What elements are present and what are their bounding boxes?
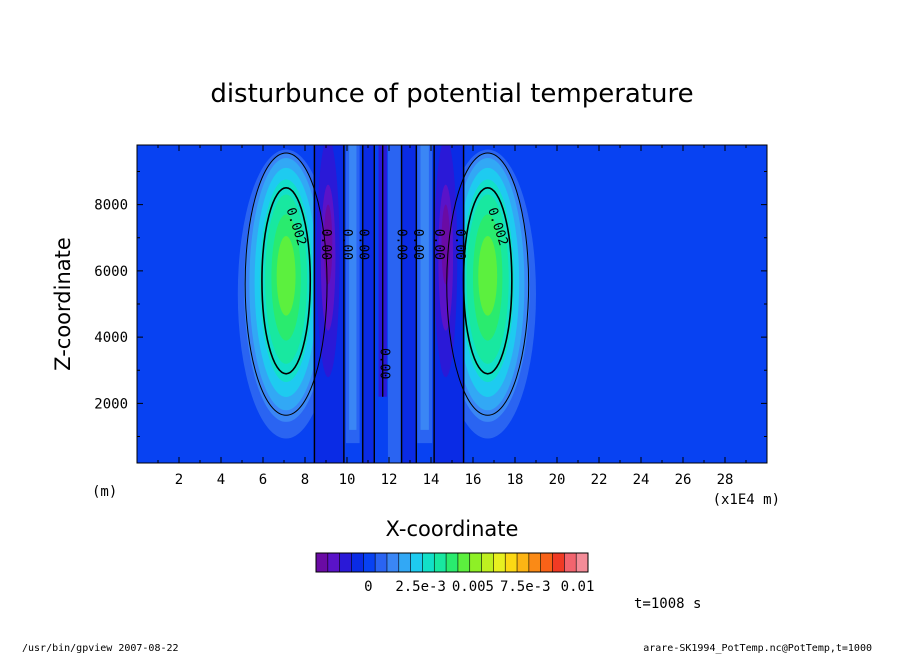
x-tick-label: 20 <box>549 472 566 488</box>
y-tick-label: 8000 <box>94 198 128 214</box>
colorbar-tick-label: 0.005 <box>452 579 494 595</box>
heat-cell <box>349 145 357 430</box>
heat-cell <box>478 236 498 316</box>
contour-label: 0.00 <box>452 229 467 260</box>
x-tick-label: 22 <box>591 472 608 488</box>
contour-label: 0.00 <box>410 229 425 260</box>
footer-left: /usr/bin/gpview 2007-08-22 <box>22 643 179 654</box>
x-tick-label: 24 <box>633 472 650 488</box>
colorbar-cell <box>398 553 411 572</box>
colorbar-cell <box>528 553 541 572</box>
colorbar-cell <box>386 553 400 572</box>
colorbar-cell <box>363 553 376 572</box>
contour-label: 0.00 <box>339 229 354 260</box>
x-tick-label: 8 <box>301 472 309 488</box>
x-tick-label: 26 <box>675 472 692 488</box>
contour-label: 0.00 <box>377 348 392 379</box>
y-tick-label: 2000 <box>94 396 128 412</box>
x-tick-label: 2 <box>175 472 183 488</box>
colorbar-tick-label: 0.01 <box>561 579 595 595</box>
x-tick-label: 18 <box>507 472 524 488</box>
heat-cell <box>361 145 375 463</box>
colorbar-cell <box>564 553 577 572</box>
x-unit-left: (m) <box>92 484 117 500</box>
heat-cell <box>323 204 333 285</box>
colorbar-cell <box>457 553 471 572</box>
contour-line <box>244 152 328 416</box>
contour-label: 0.00 <box>318 229 333 260</box>
colorbar-cell <box>410 553 423 572</box>
colorbar-cell <box>351 553 364 572</box>
colorbar-cell <box>493 553 506 572</box>
contour-label: 0.00 <box>356 229 371 260</box>
colorbar-cell <box>469 553 482 572</box>
colorbar-cell <box>576 553 589 572</box>
time-label: t=1008 s <box>634 596 701 612</box>
colorbar-cell <box>540 553 553 572</box>
colorbar: 0 2.5e-3 0.005 7.5e-3 0.01 <box>315 552 595 595</box>
y-tick-label: 6000 <box>94 264 128 280</box>
y-tick-label: 4000 <box>94 330 128 346</box>
contour-label: 0.00 <box>393 229 408 260</box>
colorbar-cell <box>327 553 340 572</box>
x-tick-label: 4 <box>217 472 225 488</box>
heat-cell <box>420 145 429 430</box>
heat-cell <box>387 145 401 463</box>
x-unit-right: (x1E4 m) <box>713 492 780 508</box>
heat-cell <box>401 145 417 463</box>
x-tick-label: 10 <box>339 472 356 488</box>
colorbar-tick-label: 7.5e-3 <box>500 579 551 595</box>
x-tick-label: 12 <box>381 472 398 488</box>
colorbar-tick-label: 2.5e-3 <box>395 579 446 595</box>
chart-title: disturbunce of potential temperature <box>210 79 693 109</box>
heat-cell <box>441 204 450 285</box>
x-tick-label: 16 <box>465 472 482 488</box>
colorbar-cell <box>481 553 494 572</box>
x-tick-label: 6 <box>259 472 267 488</box>
colorbar-frame <box>315 552 589 573</box>
contour-line <box>261 187 312 375</box>
y-axis: 2000 4000 6000 8000 <box>94 171 767 437</box>
contour-line <box>446 152 530 416</box>
colorbar-cell <box>505 553 518 572</box>
x-axis-label: X-coordinate <box>386 517 519 541</box>
colorbar-cell <box>422 553 435 572</box>
colorbar-cell <box>375 553 388 572</box>
colorbar-cell <box>446 553 459 572</box>
contour-label: 0.00 <box>431 229 446 260</box>
y-axis-label: Z-coordinate <box>51 237 75 371</box>
colorbar-cell <box>517 553 530 572</box>
contour-lines <box>244 145 530 463</box>
x-tick-label: 28 <box>717 472 734 488</box>
x-axis: 2 4 6 8 10 12 14 16 18 20 22 24 26 28 <box>157 145 747 488</box>
footer-right: arare-SK1994_PotTemp.nc@PotTemp,t=1000 <box>643 643 872 654</box>
colorbar-cell <box>552 553 565 572</box>
colorbar-cell <box>316 553 329 572</box>
colorbar-tick-label: 0 <box>364 579 372 595</box>
colorbar-cell <box>339 553 352 572</box>
x-tick-label: 14 <box>423 472 440 488</box>
heat-cell <box>276 236 296 316</box>
colorbar-cell <box>434 553 447 572</box>
